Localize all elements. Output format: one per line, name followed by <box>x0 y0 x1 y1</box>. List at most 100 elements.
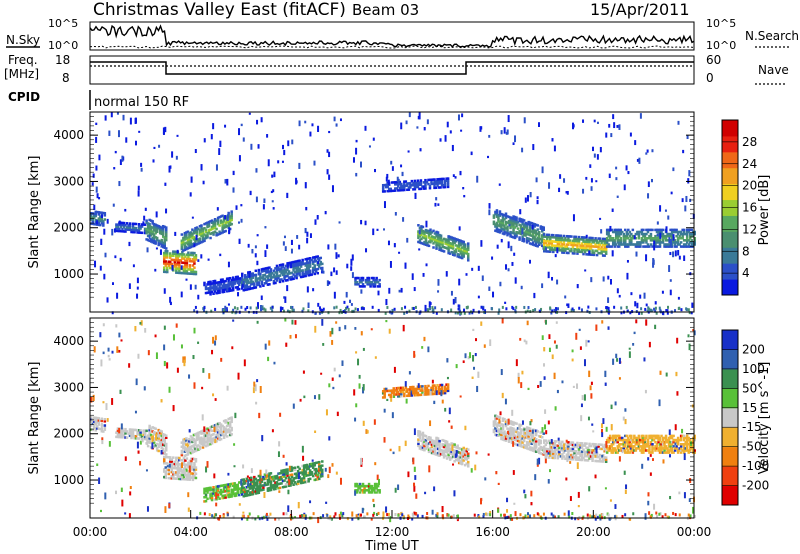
echo-cell <box>268 270 271 274</box>
echo-cell <box>91 428 95 432</box>
echo-cell <box>91 420 95 423</box>
noise-cell <box>169 301 172 306</box>
echo-cell <box>655 239 659 242</box>
echo-cell <box>186 446 190 450</box>
echo-cell <box>438 454 441 457</box>
echo-cell <box>269 484 273 488</box>
echo-cell <box>272 279 276 283</box>
echo-cell <box>451 238 455 242</box>
echo-cell <box>501 417 505 420</box>
echo-cell <box>550 248 554 251</box>
echo-cell <box>504 424 508 428</box>
near-range-cell <box>658 306 661 310</box>
echo-cell <box>585 253 588 256</box>
echo-cell <box>439 249 443 252</box>
near-range-cell <box>281 306 284 310</box>
echo-cell <box>164 472 167 476</box>
echo-cell <box>579 454 582 457</box>
echo-cell <box>427 390 430 394</box>
echo-cell <box>658 241 662 244</box>
echo-cell <box>228 485 232 488</box>
noise-cell <box>128 241 131 247</box>
noise-cell <box>398 289 401 293</box>
echo-cell <box>423 234 426 238</box>
echo-cell <box>648 237 651 240</box>
noise-cell <box>386 173 389 179</box>
echo-cell <box>190 461 193 465</box>
echo-cell <box>454 237 458 241</box>
echo-cell <box>663 234 666 238</box>
noise-cell <box>454 176 457 179</box>
echo-cell <box>152 233 156 236</box>
echo-cell <box>184 265 187 269</box>
echo-cell <box>163 225 166 229</box>
echo-cell <box>460 456 464 460</box>
echo-cell <box>453 445 456 448</box>
echo-cell <box>244 480 247 483</box>
echo-cell <box>245 479 249 483</box>
echo-cell <box>412 389 415 393</box>
echo-cell <box>224 429 227 433</box>
echo-cell <box>549 248 552 251</box>
echo-cell <box>447 237 450 240</box>
echo-cell <box>509 432 512 436</box>
echo-cell <box>119 229 123 233</box>
echo-cell <box>307 263 310 267</box>
echo-cell <box>688 237 692 240</box>
noise-cell <box>647 193 650 199</box>
echo-cell <box>459 456 462 459</box>
echo-cell <box>530 434 533 437</box>
echo-cell <box>201 429 205 433</box>
echo-cell <box>224 485 227 489</box>
echo-cell <box>576 458 579 461</box>
echo-cell <box>241 484 244 488</box>
echo-cell <box>262 284 265 287</box>
echo-cell <box>649 234 653 238</box>
echo-cell <box>546 233 549 237</box>
echo-cell <box>500 427 503 430</box>
noise-cell <box>668 237 671 244</box>
echo-cell <box>253 490 256 493</box>
echo-cell <box>524 221 527 225</box>
echo-cell <box>625 237 629 240</box>
echo-cell <box>311 256 315 259</box>
echo-cell <box>316 267 319 271</box>
echo-cell <box>682 243 686 246</box>
echo-cell <box>287 270 291 273</box>
echo-cell <box>550 450 554 453</box>
echo-cell <box>441 453 444 457</box>
echo-cell <box>527 433 530 436</box>
echo-cell <box>99 217 102 221</box>
echo-cell <box>157 430 160 434</box>
echo-cell <box>417 224 420 227</box>
echo-cell <box>185 447 188 451</box>
echo-cell <box>424 389 427 392</box>
echo-cell <box>663 237 666 240</box>
echo-cell <box>358 280 362 284</box>
echo-cell <box>685 232 689 236</box>
echo-cell <box>429 238 432 242</box>
echo-cell <box>466 456 470 460</box>
echo-cell <box>305 263 309 267</box>
echo-cell <box>544 453 548 457</box>
echo-cell <box>193 266 196 269</box>
echo-cell <box>525 445 529 448</box>
noise-cell <box>250 143 253 150</box>
echo-cell <box>568 455 572 459</box>
echo-cell <box>145 231 148 235</box>
noise-cell <box>611 208 614 212</box>
noise-cell <box>210 134 213 140</box>
noise-cell <box>248 272 251 278</box>
echo-cell <box>418 389 421 393</box>
echo-cell <box>148 441 151 444</box>
echo-cell <box>428 186 432 190</box>
echo-cell <box>163 452 166 455</box>
echo-cell <box>250 272 253 276</box>
echo-cell <box>525 228 529 232</box>
echo-cell <box>397 395 400 398</box>
echo-cell <box>283 271 286 274</box>
echo-cell <box>290 275 294 279</box>
noise-cell <box>635 251 638 257</box>
echo-cell <box>210 442 214 445</box>
echo-cell <box>669 245 672 248</box>
